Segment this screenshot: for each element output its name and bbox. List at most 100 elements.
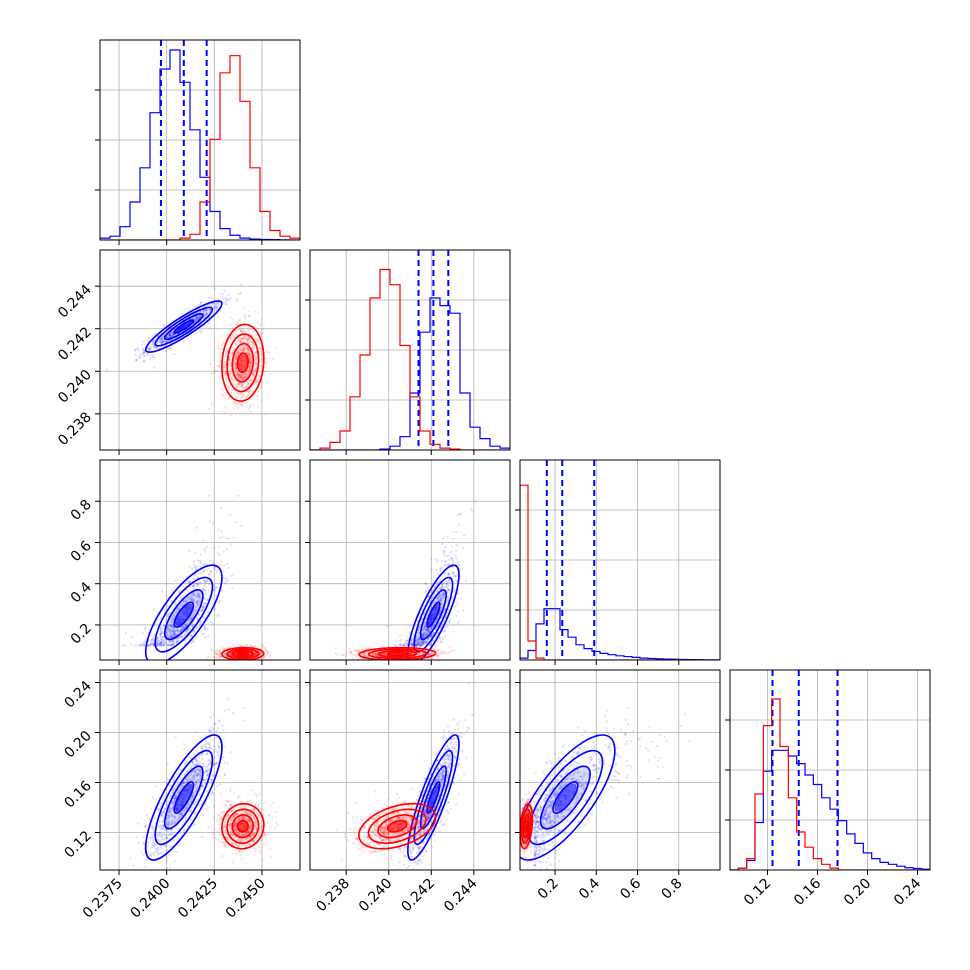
contour-line: [144, 300, 223, 353]
contour-line: [173, 781, 195, 814]
scatter-points-series-0: [533, 706, 691, 870]
histogram-panel-0: [95, 39, 301, 245]
contour-line: [520, 808, 532, 844]
histogram-series-1: [730, 698, 930, 870]
scatter-panel-3-2: 0.2 0.4 0.6 0.8: [515, 669, 721, 903]
density-peak: [175, 320, 193, 333]
scatter-points-series-0: [129, 697, 246, 869]
y-tick-label: 0.2: [68, 620, 95, 647]
y-tick-label: 0.24: [61, 678, 94, 711]
scatter-panel-3-1: 0.238 0.240 0.242 0.244: [305, 669, 511, 916]
contour-line: [539, 765, 591, 830]
gridlines: [100, 460, 300, 660]
contour-line: [386, 819, 408, 833]
contour-line: [154, 306, 214, 347]
contour-line: [226, 333, 260, 393]
y-tick-label: 0.240: [55, 367, 95, 407]
density-peak: [175, 603, 193, 626]
contour-line: [163, 313, 204, 341]
y-tick-label: 0.16: [61, 778, 94, 811]
histogram-panel-2: [515, 459, 721, 665]
scatter-panel-3-0: 0.2375 0.2400 0.2425 0.2450 0.12 0.16 0.20 0.24: [61, 669, 301, 922]
contour-line: [552, 781, 579, 814]
histogram-panel-1: [305, 249, 511, 455]
scatter-panel-2-0: 0.2 0.4 0.6 0.8: [68, 459, 301, 665]
x-tick-label: 0.4: [576, 875, 603, 902]
gridlines: [100, 670, 300, 870]
contour-line: [426, 781, 441, 814]
contour-line: [419, 589, 447, 641]
density-peak: [175, 783, 193, 812]
x-tick-label: 0.24: [891, 875, 924, 908]
contour-line: [163, 589, 204, 641]
density-peak: [427, 603, 440, 626]
contour-line: [226, 808, 260, 844]
histogram-series-0: [100, 49, 300, 240]
density-peak: [554, 783, 577, 812]
y-tick-label: 0.238: [55, 409, 95, 449]
histogram-series-0: [520, 608, 720, 660]
contour-line: [173, 319, 195, 334]
histogram-series-0: [730, 749, 930, 870]
contour-line: [377, 649, 418, 658]
x-tick-label: 0.242: [398, 876, 438, 916]
contour-line: [221, 323, 265, 402]
contour-line: [231, 814, 255, 839]
contour-line: [154, 749, 214, 846]
scatter-panel-2-1: [305, 459, 511, 665]
contour-line: [407, 564, 460, 660]
contour-line: [154, 576, 214, 653]
x-tick-label: 0.244: [441, 875, 481, 915]
gridlines: [520, 460, 720, 660]
gridlines: [310, 460, 510, 660]
x-tick-label: 0.2450: [223, 876, 269, 922]
y-tick-label: 0.20: [61, 728, 94, 761]
x-tick-label: 0.12: [741, 876, 774, 909]
contour-line: [413, 749, 454, 846]
panel-frame: [309, 669, 511, 871]
gridlines: [730, 670, 930, 870]
panel-frame: [99, 459, 301, 661]
y-tick-label: 0.4: [68, 579, 95, 606]
gridlines: [520, 670, 720, 870]
y-tick-label: 0.12: [61, 828, 94, 861]
contour-line: [407, 734, 460, 861]
y-tick-label: 0.8: [68, 497, 95, 524]
histogram-panel-3: 0.12 0.16 0.20 0.24: [725, 669, 931, 909]
contour-line: [231, 649, 255, 658]
panel-frame: [519, 669, 721, 871]
x-tick-label: 0.238: [313, 876, 353, 916]
y-tick-label: 0.6: [68, 538, 95, 565]
contour-line: [236, 651, 249, 657]
x-tick-label: 0.6: [617, 875, 644, 902]
contour-line: [231, 342, 255, 383]
x-tick-label: 0.20: [841, 876, 874, 909]
y-tick-label: 0.242: [55, 324, 95, 364]
x-tick-label: 0.2375: [80, 876, 126, 922]
contour-line: [426, 601, 441, 628]
contour-line: [236, 352, 249, 374]
contour-line: [358, 802, 437, 850]
contour-line: [367, 808, 427, 844]
contour-line: [522, 814, 531, 839]
x-tick-label: 0.2: [535, 876, 562, 903]
gridlines: [100, 250, 300, 450]
contour-line: [163, 765, 204, 830]
x-tick-label: 0.8: [659, 876, 686, 903]
density-peak: [388, 821, 406, 832]
density-peak: [427, 783, 440, 812]
x-tick-label: 0.16: [791, 875, 824, 908]
density-peak: [238, 821, 248, 832]
contour-line: [527, 749, 604, 846]
panel-frame: [99, 249, 301, 451]
contour-line: [144, 564, 223, 660]
contour-line: [523, 819, 529, 833]
contour-line: [221, 802, 265, 850]
x-tick-label: 0.2400: [128, 876, 174, 922]
density-peak: [238, 354, 248, 372]
panel-frame: [99, 669, 301, 871]
contour-line: [173, 601, 195, 628]
histogram-series-1: [310, 268, 510, 450]
contour-line: [386, 651, 408, 657]
